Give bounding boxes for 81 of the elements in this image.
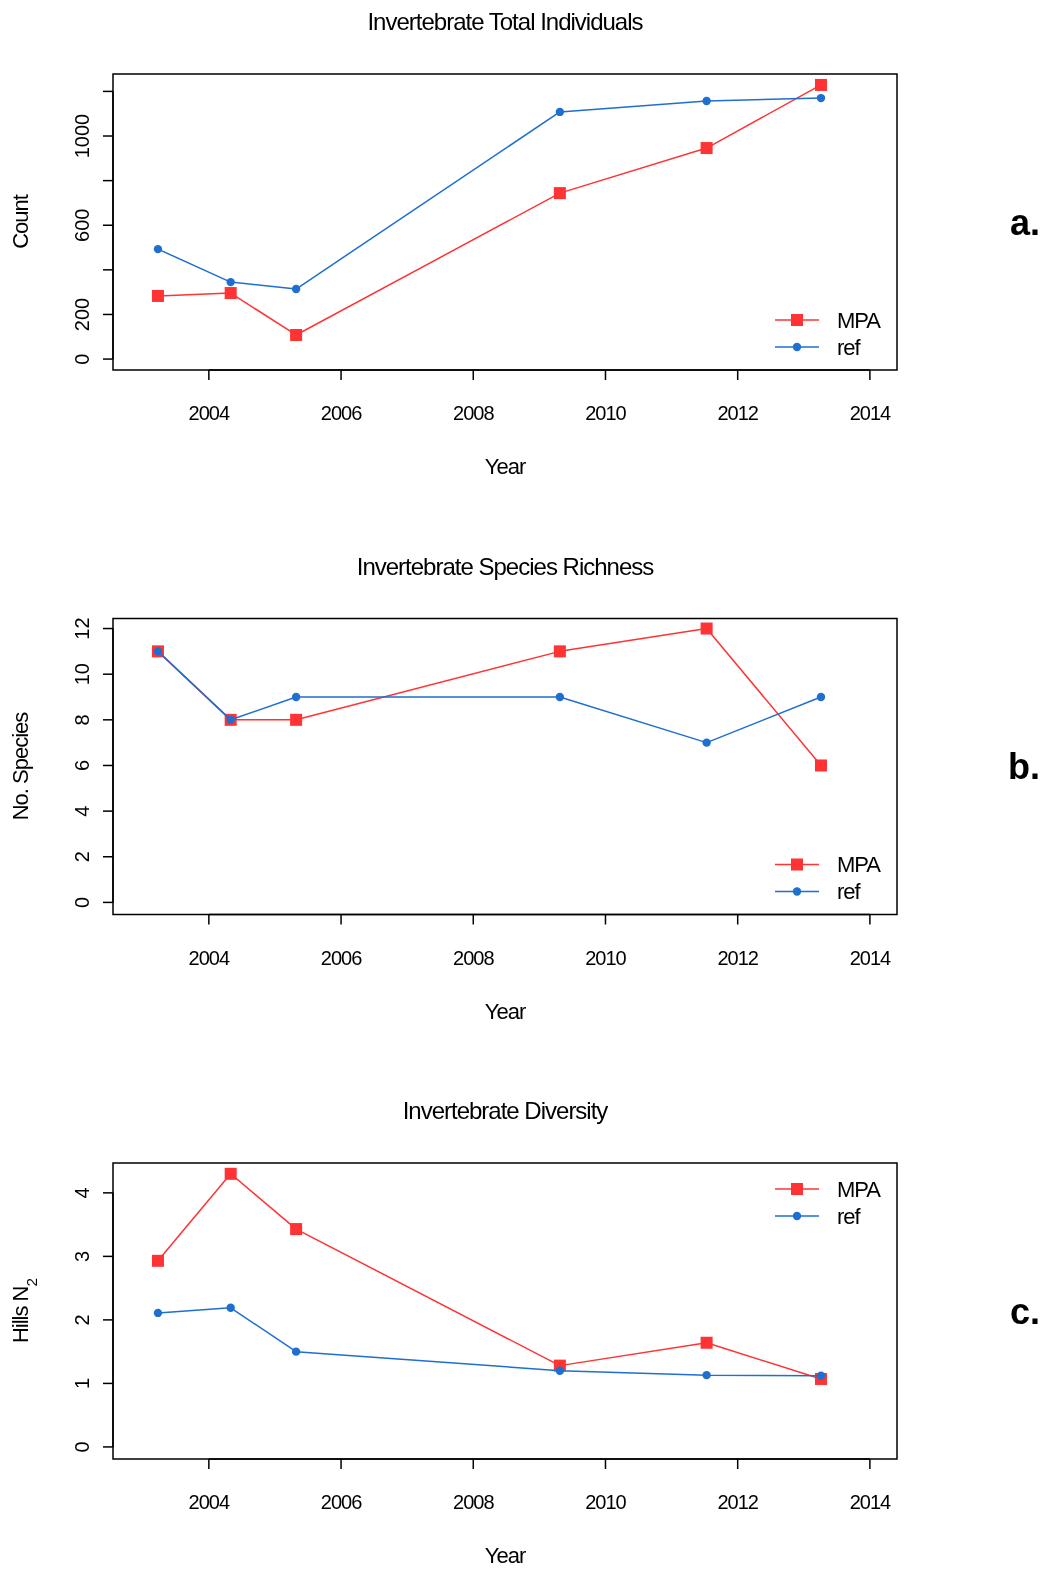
y-tick-label: 3	[71, 1250, 93, 1262]
legend-label: MPA	[837, 1176, 882, 1202]
x-tick-label: 2004	[188, 946, 230, 969]
point	[291, 692, 301, 702]
x-tick-label: 2008	[453, 1491, 495, 1513]
point	[702, 96, 711, 106]
point	[290, 1223, 303, 1236]
x-axis-title: Year	[484, 998, 526, 1024]
chart-title: Invertebrate Species Richness	[356, 552, 655, 580]
x-tick-label: 2010	[585, 946, 627, 969]
x-tick-label: 2012	[717, 402, 759, 424]
y-tick-label: 8	[71, 714, 93, 726]
x-tick-label: 2012	[717, 946, 759, 969]
x-axis-title: Year	[484, 1543, 526, 1568]
x-tick-label: 2014	[849, 946, 892, 969]
point	[702, 738, 711, 747]
point	[814, 759, 827, 772]
point	[555, 107, 565, 117]
y-tick-label: 1	[71, 1377, 93, 1389]
y-tick-label: 4	[71, 805, 93, 817]
y-tick-label: 4	[71, 1187, 93, 1199]
point	[290, 713, 303, 726]
y-tick-label: 200	[71, 297, 93, 332]
point	[816, 93, 826, 103]
point	[291, 1347, 301, 1356]
point	[153, 244, 163, 254]
legend-label: ref	[837, 879, 862, 905]
y-tick-label: 6	[71, 759, 93, 772]
point	[553, 187, 566, 200]
point	[816, 692, 826, 702]
x-tick-label: 2006	[320, 946, 363, 969]
point	[553, 645, 566, 658]
point	[555, 1366, 565, 1375]
text: a.	[1009, 201, 1040, 243]
x-tick-label: 2006	[320, 402, 363, 424]
x-tick-label: 2008	[453, 402, 495, 424]
point	[151, 289, 164, 302]
x-tick-label: 2014	[849, 402, 892, 424]
y-tick-label: 0	[71, 353, 93, 365]
point	[226, 277, 235, 287]
legend-label: ref	[837, 1203, 862, 1229]
point	[291, 284, 301, 294]
point	[700, 142, 713, 155]
y-tick-label: 2	[71, 1314, 93, 1326]
y-tick-label: 0	[71, 1441, 93, 1453]
x-tick-label: 2010	[585, 1491, 627, 1513]
x-tick-label: 2014	[849, 1491, 892, 1513]
chart-title: Invertebrate Total Individuals	[367, 8, 644, 35]
point	[224, 287, 237, 300]
x-tick-label: 2010	[585, 402, 627, 424]
y-tick-label: 0	[71, 896, 93, 908]
y-axis-title: No. Species	[8, 711, 33, 821]
point	[700, 622, 713, 635]
x-axis-title: Year	[484, 454, 526, 479]
x-tick-label: 2004	[188, 402, 230, 424]
text: b.	[1008, 746, 1040, 788]
point	[151, 1254, 164, 1267]
point	[555, 692, 565, 702]
x-tick-label: 2012	[717, 1491, 759, 1513]
x-tick-label: 2008	[453, 946, 495, 969]
point	[153, 1308, 163, 1318]
legend-label: MPA	[837, 852, 882, 878]
x-tick-label: 2004	[188, 1491, 230, 1513]
y-axis-title: Count	[8, 194, 33, 249]
legend-label: MPA	[837, 307, 882, 333]
y-tick-label: 12	[71, 617, 93, 640]
y-tick-label: 2	[71, 851, 93, 863]
point	[290, 328, 303, 341]
x-tick-label: 2006	[320, 1491, 363, 1513]
y-tick-label: 10	[71, 663, 93, 686]
point	[814, 78, 827, 91]
text: c.	[1009, 1290, 1040, 1332]
point	[224, 1167, 237, 1180]
point	[226, 1303, 235, 1313]
point	[816, 1371, 826, 1380]
chart-title: Invertebrate Diversity	[402, 1097, 609, 1124]
legend-label: ref	[837, 334, 862, 360]
point	[702, 1370, 711, 1380]
y-tick-label: 600	[71, 208, 93, 242]
y-tick-label: 1000	[71, 113, 93, 159]
point	[700, 1336, 713, 1349]
